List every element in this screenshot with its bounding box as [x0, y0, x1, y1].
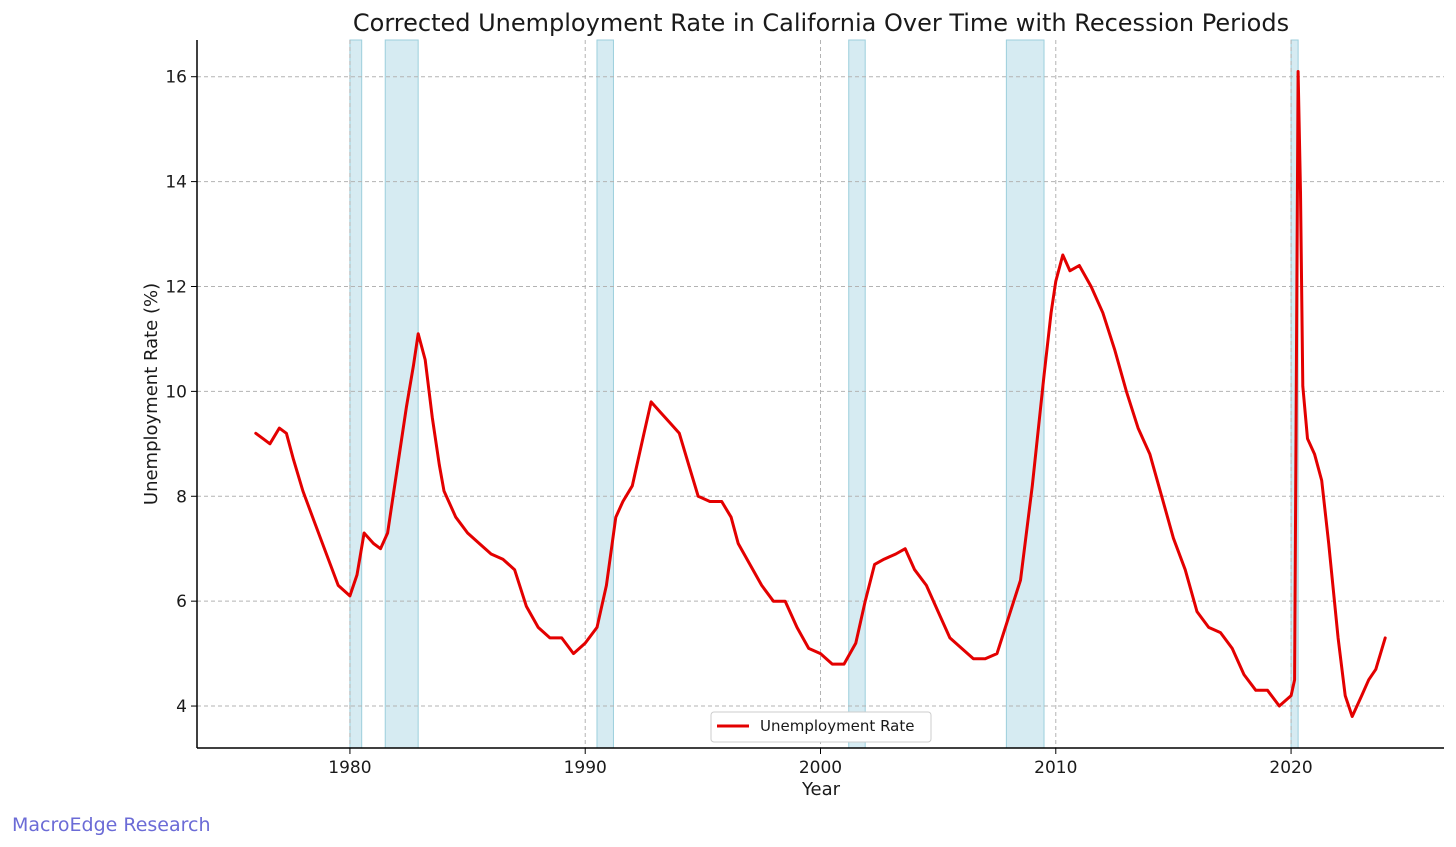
tick-labels: 1980 1990 2000 2010 2020 4 6 8 10 12 14 16 — [165, 68, 1312, 778]
recession-band-4 — [1005, 39, 1045, 749]
y-axis-label: Unemployment Rate (%) — [141, 283, 162, 505]
recession-band-2 — [596, 39, 614, 749]
series-layer — [254, 70, 1387, 718]
y-tick-label-10: 10 — [165, 382, 187, 402]
legend-box — [710, 711, 932, 743]
recession-bands — [349, 39, 1299, 749]
legend-label: Unemployment Rate — [760, 717, 914, 735]
legend: Unemployment Rate — [710, 711, 932, 743]
y-tick-label-6: 6 — [176, 592, 187, 612]
x-tick-label-2000: 2000 — [799, 758, 842, 778]
recession-band-1 — [384, 39, 419, 749]
y-tick-label-4: 4 — [176, 697, 187, 717]
chart-title: Corrected Unemployment Rate in Californi… — [353, 9, 1289, 37]
x-axis-label: Year — [801, 779, 841, 800]
y-tick-label-16: 16 — [165, 68, 187, 88]
x-tick-label-2020: 2020 — [1269, 758, 1312, 778]
recession-band-0 — [349, 39, 363, 749]
x-tick-label-1980: 1980 — [328, 758, 371, 778]
x-tick-label-2010: 2010 — [1034, 758, 1077, 778]
grid-lines — [197, 40, 1444, 748]
watermark: MacroEdge Research — [12, 814, 211, 836]
x-tick-label-1990: 1990 — [564, 758, 607, 778]
y-tick-label-8: 8 — [176, 487, 187, 507]
series-line-0 — [254, 70, 1387, 718]
y-tick-label-14: 14 — [165, 173, 187, 193]
y-tick-label-12: 12 — [165, 277, 187, 297]
